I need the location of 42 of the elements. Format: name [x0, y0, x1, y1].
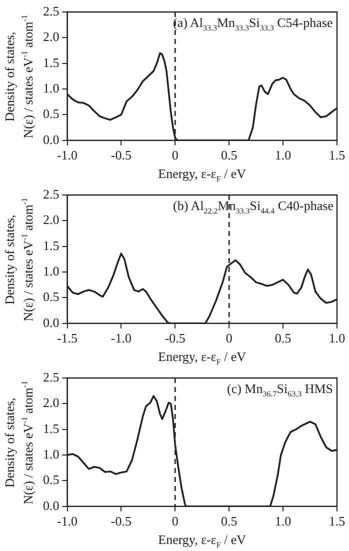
y-tick-label: 1.0: [43, 80, 60, 96]
x-tick-label: 0: [226, 330, 232, 346]
x-tick-label: 1.0: [274, 148, 292, 163]
x-tick-label: -1.0: [56, 148, 78, 163]
x-tick-label: 0.5: [220, 514, 238, 529]
x-tick-label: 1.5: [328, 148, 346, 163]
y-tick-label: 1.5: [43, 54, 60, 70]
y-tick-label: 1.0: [43, 446, 60, 462]
y-tick-label: 0.5: [43, 106, 60, 122]
x-tick-label: 0.5: [274, 330, 292, 346]
x-tick-label: -0.5: [110, 148, 132, 163]
annotation: (a) Al$_{33.3}$Mn$_{33.3}$Si$_{33.3}$ C54-phase: [173, 15, 333, 35]
x-tick-label: 0.5: [220, 148, 238, 163]
annotation: (c) Mn$_{36.7}$Si$_{63.3}$ HMS: [227, 381, 334, 401]
y-tick-label: 0.0: [43, 498, 60, 513]
x-tick-label: 0: [172, 148, 178, 163]
y-tick-label: 1.5: [43, 238, 60, 253]
x-tick-label: 0: [172, 514, 178, 529]
x-tick-label: -0.5: [164, 330, 186, 346]
x-tick-label: 1.0: [328, 330, 346, 346]
y-tick-label: 2.0: [43, 212, 60, 228]
y-tick-label: 1.5: [43, 420, 60, 436]
x-tick-label: -1.5: [56, 330, 78, 346]
x-tick-label: -1.0: [110, 330, 132, 346]
annotation: (b) Al$_{22.2}$Mn$_{33.3}$Si$_{44.4}$ C40-phase: [173, 198, 334, 218]
y-tick-label: 2.5: [43, 3, 60, 18]
x-tick-label: -1.0: [56, 514, 78, 529]
x-axis-title: Energy, ε-ε$_{F}$ / eV: [158, 532, 246, 551]
y-tick-label: 0.0: [43, 314, 60, 330]
y-tick-label: 0.0: [43, 132, 60, 147]
x-tick-label: 1.5: [328, 514, 346, 529]
y-tick-label: 2.0: [43, 395, 60, 410]
y-tick-label: 0.5: [43, 472, 60, 488]
x-axis-title: Energy, ε-ε$_{F}$ / eV: [158, 166, 246, 186]
y-tick-label: 2.5: [43, 186, 60, 202]
y-tick-label: 2.0: [43, 29, 60, 44]
x-tick-label: -0.5: [110, 514, 132, 529]
y-tick-label: 1.0: [43, 263, 60, 278]
y-tick-label: 2.5: [43, 369, 60, 384]
y-tick-label: 0.5: [43, 289, 60, 304]
x-tick-label: 1.0: [274, 514, 292, 529]
x-axis-title: Energy, ε-ε$_{F}$ / eV: [158, 349, 246, 369]
